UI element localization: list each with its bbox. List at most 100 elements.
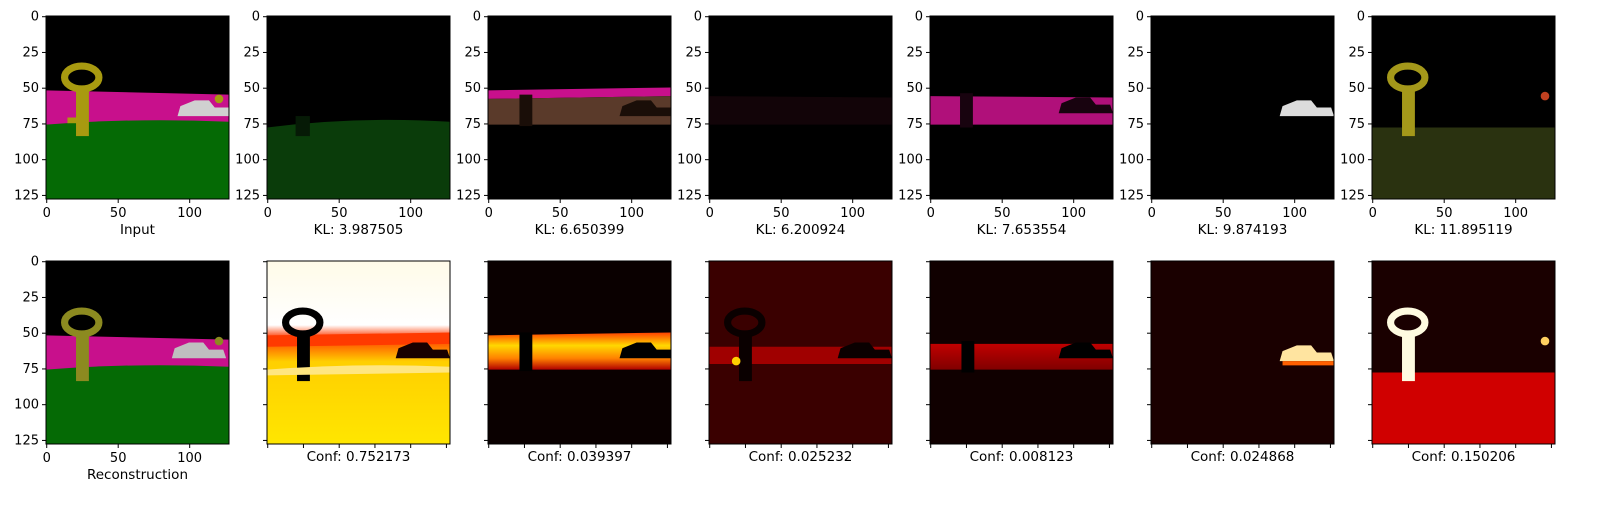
y-tick-label: 75 bbox=[243, 117, 260, 132]
y-tick-label: 100 bbox=[456, 153, 481, 168]
panel-r1-c1: Input bbox=[45, 15, 230, 238]
y-tick-label: 100 bbox=[1340, 153, 1365, 168]
y-tick-label: 125 bbox=[1340, 188, 1365, 203]
panel-image bbox=[46, 261, 229, 444]
y-tick-label: 50 bbox=[906, 81, 923, 96]
wall-band bbox=[488, 96, 671, 125]
key-shadow-shape bbox=[961, 341, 975, 373]
wall-band bbox=[709, 96, 892, 125]
x-tick-label: 0 bbox=[1369, 206, 1377, 221]
panel-r1-c6: KL: 9.874193 bbox=[1150, 15, 1335, 238]
panel-frame bbox=[708, 260, 893, 445]
panel-frame bbox=[45, 260, 230, 445]
y-tick-label: 25 bbox=[906, 45, 923, 60]
x-tick-label: 0 bbox=[1148, 206, 1156, 221]
x-tick-label: 100 bbox=[619, 206, 644, 221]
car-shape bbox=[395, 342, 450, 359]
panel-image bbox=[1372, 16, 1555, 199]
y-tick-label: 0 bbox=[31, 10, 39, 25]
y-tick-label: 100 bbox=[677, 153, 702, 168]
small-key-shape bbox=[214, 336, 224, 346]
y-tick-label: 75 bbox=[906, 117, 923, 132]
key-shaft-shape bbox=[1402, 331, 1415, 382]
y-tick-label: 100 bbox=[14, 153, 39, 168]
y-tick-label: 75 bbox=[685, 117, 702, 132]
ground-region bbox=[1372, 127, 1555, 199]
panel-caption: Conf: 0.039397 bbox=[528, 449, 632, 465]
panel-r2-c2: Conf: 0.752173 bbox=[266, 260, 451, 465]
y-tick-label: 0 bbox=[473, 10, 481, 25]
y-tick-label: 25 bbox=[22, 45, 39, 60]
y-tick-label: 100 bbox=[14, 398, 39, 413]
x-tick-label: 50 bbox=[552, 206, 569, 221]
panel-caption: KL: 3.987505 bbox=[314, 222, 404, 238]
x-tick-label: 50 bbox=[1436, 206, 1453, 221]
ground-region bbox=[46, 120, 229, 199]
heat-spot bbox=[1540, 336, 1550, 346]
y-tick-label: 75 bbox=[22, 117, 39, 132]
panel-frame bbox=[487, 15, 672, 200]
panel-image bbox=[930, 261, 1113, 444]
car-shape bbox=[619, 100, 671, 117]
y-tick-label: 25 bbox=[1127, 45, 1144, 60]
panel-image bbox=[1151, 16, 1334, 199]
x-tick-label: 0 bbox=[927, 206, 935, 221]
y-tick-label: 25 bbox=[22, 290, 39, 305]
car-shape bbox=[177, 100, 229, 117]
panel-caption: KL: 6.200924 bbox=[756, 222, 846, 238]
car-shape bbox=[171, 342, 227, 359]
y-tick-label: 75 bbox=[22, 362, 39, 377]
y-tick-label: 125 bbox=[456, 188, 481, 203]
small-key-shape bbox=[1540, 91, 1550, 101]
panel-image bbox=[46, 16, 229, 199]
panel-frame bbox=[1150, 260, 1335, 445]
panel-r1-c2: KL: 3.987505 bbox=[266, 15, 451, 238]
panel-image bbox=[930, 16, 1113, 199]
panel-r2-c1: Reconstruction bbox=[45, 260, 230, 483]
panel-image bbox=[709, 261, 892, 444]
car-shape bbox=[1279, 345, 1334, 362]
car-shape bbox=[837, 342, 892, 359]
ground-region bbox=[267, 119, 450, 199]
x-tick-label: 50 bbox=[773, 206, 790, 221]
y-tick-label: 0 bbox=[694, 10, 702, 25]
y-tick-label: 50 bbox=[22, 81, 39, 96]
y-tick-label: 125 bbox=[677, 188, 702, 203]
heat-band bbox=[488, 332, 671, 370]
panel-r2-c6: Conf: 0.024868 bbox=[1150, 260, 1335, 465]
y-tick-label: 0 bbox=[252, 10, 260, 25]
heat-spot bbox=[731, 356, 741, 366]
y-tick-label: 100 bbox=[898, 153, 923, 168]
key-shaft-shape bbox=[1402, 86, 1415, 137]
heat-band bbox=[267, 365, 450, 376]
panel-caption: KL: 7.653554 bbox=[977, 222, 1067, 238]
x-tick-label: 100 bbox=[398, 206, 423, 221]
panel-frame bbox=[266, 260, 451, 445]
panel-frame bbox=[45, 15, 230, 200]
x-tick-label: 100 bbox=[1503, 206, 1528, 221]
y-tick-label: 50 bbox=[1127, 81, 1144, 96]
panel-r2-c3: Conf: 0.039397 bbox=[487, 260, 672, 465]
panel-caption: KL: 6.650399 bbox=[535, 222, 625, 238]
y-tick-label: 75 bbox=[1348, 117, 1365, 132]
heat-band bbox=[1372, 372, 1555, 444]
panel-frame bbox=[929, 15, 1114, 200]
y-tick-label: 100 bbox=[1119, 153, 1144, 168]
small-key-shape bbox=[214, 94, 224, 104]
x-tick-label: 100 bbox=[1282, 206, 1307, 221]
ground-region bbox=[46, 365, 229, 444]
panel-image bbox=[267, 261, 450, 444]
panel-frame bbox=[929, 260, 1114, 445]
panel-frame bbox=[487, 260, 672, 445]
panel-image bbox=[267, 16, 450, 199]
panel-caption: Conf: 0.752173 bbox=[307, 449, 411, 465]
x-tick-label: 0 bbox=[485, 206, 493, 221]
y-tick-label: 75 bbox=[1127, 117, 1144, 132]
y-tick-label: 25 bbox=[464, 45, 481, 60]
x-tick-label: 50 bbox=[110, 451, 127, 466]
y-tick-label: 50 bbox=[22, 326, 39, 341]
panel-image bbox=[1151, 261, 1334, 444]
y-tick-label: 125 bbox=[14, 433, 39, 448]
y-tick-label: 0 bbox=[1136, 10, 1144, 25]
panel-caption: Conf: 0.024868 bbox=[1191, 449, 1295, 465]
